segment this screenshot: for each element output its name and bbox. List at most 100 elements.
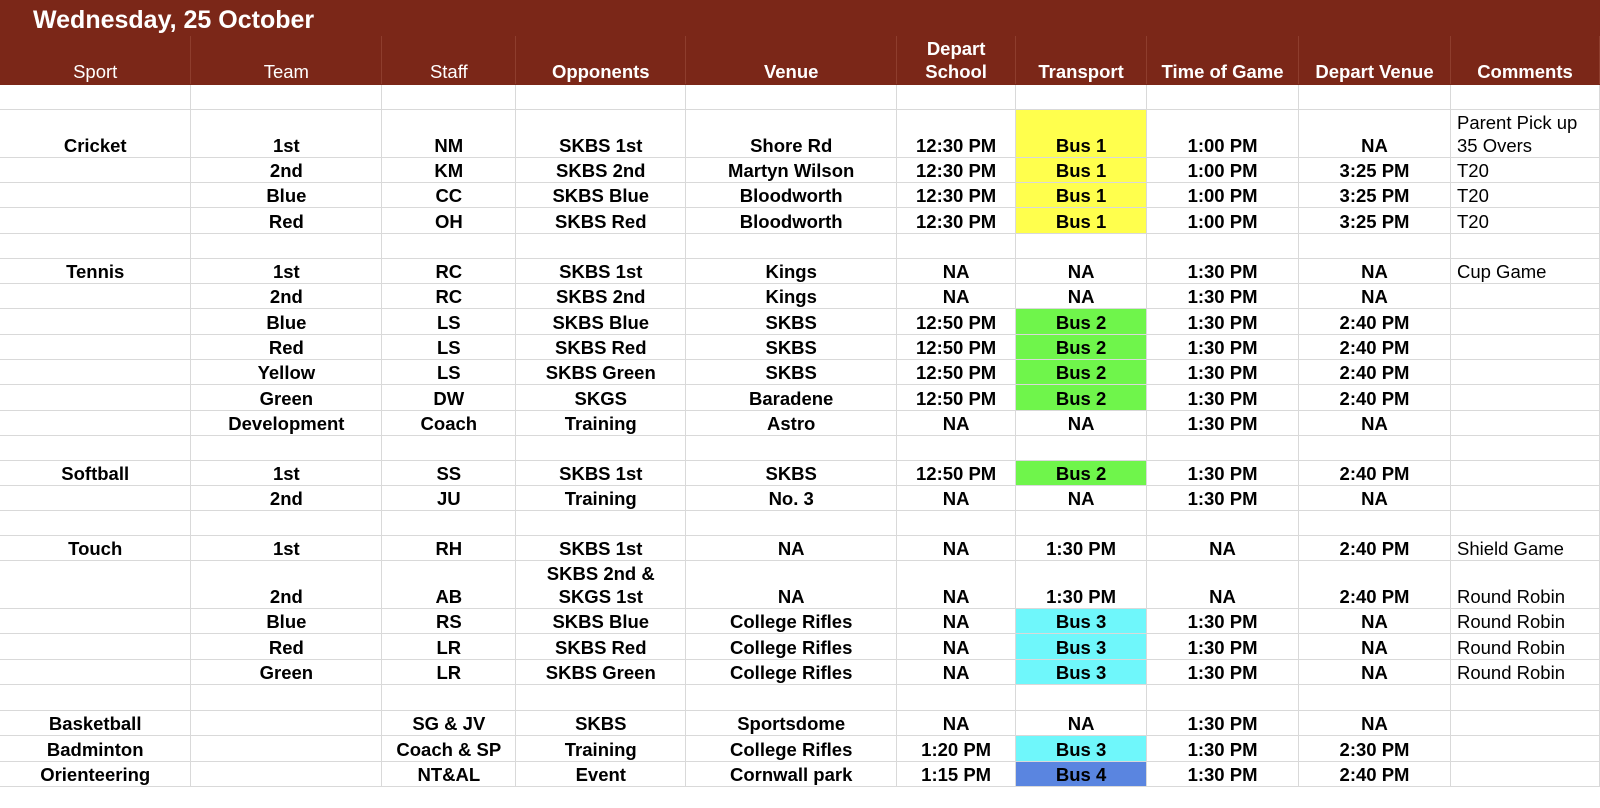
cell-comments[interactable]: Parent Pick up 35 Overs (1450, 109, 1600, 158)
cell-time-of-game[interactable]: 1:30 PM (1146, 283, 1300, 309)
cell-depart-venue[interactable]: NA (1298, 710, 1451, 736)
cell-transport[interactable]: Bus 4 (1015, 761, 1148, 787)
cell-depart-venue[interactable]: 3:25 PM (1298, 157, 1451, 183)
cell-time-of-game[interactable]: NA (1146, 535, 1300, 561)
cell-team[interactable]: Green (190, 659, 383, 685)
empty-cell[interactable] (1298, 684, 1451, 711)
empty-cell[interactable] (381, 233, 517, 259)
cell-opponents[interactable]: SKBS 1st (515, 258, 687, 284)
empty-cell[interactable] (515, 510, 687, 536)
cell-time-of-game[interactable]: 1:30 PM (1146, 410, 1300, 436)
cell-time-of-game[interactable]: 1:30 PM (1146, 460, 1300, 486)
cell-depart-venue[interactable]: 2:40 PM (1298, 334, 1451, 360)
cell-comments[interactable] (1450, 283, 1600, 309)
cell-sport[interactable] (0, 334, 192, 360)
header-comments[interactable]: Comments (1450, 36, 1600, 85)
cell-venue[interactable]: Bloodworth (685, 207, 898, 234)
empty-cell[interactable] (1146, 510, 1300, 536)
cell-time-of-game[interactable]: 1:30 PM (1146, 334, 1300, 360)
cell-team[interactable]: Yellow (190, 359, 383, 385)
header-sport[interactable]: Sport (0, 36, 192, 85)
empty-cell[interactable] (0, 233, 192, 259)
cell-comments[interactable]: T20 (1450, 157, 1600, 183)
cell-staff[interactable]: LS (381, 334, 517, 360)
cell-staff[interactable]: JU (381, 485, 517, 511)
cell-transport[interactable]: NA (1015, 710, 1148, 736)
cell-depart-school[interactable]: 12:50 PM (896, 384, 1017, 411)
cell-team[interactable]: Development (190, 410, 383, 436)
cell-sport[interactable] (0, 283, 192, 309)
cell-staff[interactable]: LS (381, 308, 517, 335)
cell-venue[interactable]: College Rifles (685, 735, 898, 762)
cell-time-of-game[interactable]: 1:30 PM (1146, 308, 1300, 335)
cell-staff[interactable]: LR (381, 659, 517, 685)
cell-transport[interactable]: Bus 2 (1015, 460, 1148, 486)
cell-staff[interactable]: Coach (381, 410, 517, 436)
cell-depart-school[interactable]: 12:30 PM (896, 109, 1017, 158)
cell-comments[interactable]: Round Robin (1450, 633, 1600, 660)
cell-sport[interactable]: Softball (0, 460, 192, 486)
cell-depart-venue[interactable]: NA (1298, 633, 1451, 660)
cell-venue[interactable]: Bloodworth (685, 182, 898, 208)
cell-opponents[interactable]: Training (515, 485, 687, 511)
cell-sport[interactable]: Badminton (0, 735, 192, 762)
cell-staff[interactable]: DW (381, 384, 517, 411)
empty-cell[interactable] (515, 435, 687, 461)
cell-sport[interactable]: Touch (0, 535, 192, 561)
cell-depart-school[interactable]: 12:50 PM (896, 334, 1017, 360)
cell-team[interactable] (190, 761, 383, 787)
cell-time-of-game[interactable]: 1:30 PM (1146, 735, 1300, 762)
cell-venue[interactable]: Martyn Wilson (685, 157, 898, 183)
cell-depart-venue[interactable]: 2:40 PM (1298, 560, 1451, 609)
cell-venue[interactable]: Kings (685, 283, 898, 309)
cell-team[interactable]: 1st (190, 109, 383, 158)
cell-venue[interactable]: College Rifles (685, 659, 898, 685)
cell-team[interactable]: 2nd (190, 283, 383, 309)
cell-depart-school[interactable]: 1:15 PM (896, 761, 1017, 787)
cell-depart-school[interactable]: NA (896, 283, 1017, 309)
cell-comments[interactable]: Shield Game (1450, 535, 1600, 561)
cell-team[interactable]: Blue (190, 308, 383, 335)
cell-venue[interactable]: SKBS (685, 359, 898, 385)
cell-depart-school[interactable]: 1:20 PM (896, 735, 1017, 762)
cell-depart-venue[interactable]: 2:40 PM (1298, 761, 1451, 787)
cell-venue[interactable]: No. 3 (685, 485, 898, 511)
cell-staff[interactable]: SS (381, 460, 517, 486)
cell-venue[interactable]: SKBS (685, 334, 898, 360)
cell-sport[interactable] (0, 633, 192, 660)
header-staff[interactable]: Staff (381, 36, 517, 85)
cell-depart-school[interactable]: 12:30 PM (896, 207, 1017, 234)
cell-staff[interactable]: RC (381, 258, 517, 284)
cell-comments[interactable] (1450, 761, 1600, 787)
empty-cell[interactable] (685, 510, 898, 536)
cell-depart-venue[interactable]: NA (1298, 485, 1451, 511)
cell-team[interactable]: Red (190, 207, 383, 234)
cell-depart-venue[interactable]: 3:25 PM (1298, 182, 1451, 208)
cell-transport[interactable]: NA (1015, 410, 1148, 436)
cell-comments[interactable] (1450, 334, 1600, 360)
cell-staff[interactable]: RC (381, 283, 517, 309)
cell-staff[interactable]: KM (381, 157, 517, 183)
cell-depart-school[interactable]: NA (896, 710, 1017, 736)
cell-comments[interactable] (1450, 710, 1600, 736)
cell-team[interactable] (190, 710, 383, 736)
cell-sport[interactable] (0, 359, 192, 385)
cell-opponents[interactable]: SKBS Blue (515, 182, 687, 208)
header-team[interactable]: Team (190, 36, 383, 85)
empty-cell[interactable] (515, 233, 687, 259)
empty-cell[interactable] (1146, 684, 1300, 711)
empty-cell[interactable] (190, 684, 383, 711)
cell-opponents[interactable]: SKGS (515, 384, 687, 411)
cell-transport[interactable]: NA (1015, 283, 1148, 309)
cell-opponents[interactable]: SKBS 2nd & SKGS 1st (515, 560, 687, 609)
cell-time-of-game[interactable]: 1:30 PM (1146, 659, 1300, 685)
empty-cell[interactable] (1015, 435, 1148, 461)
cell-opponents[interactable]: SKBS Blue (515, 608, 687, 634)
cell-depart-school[interactable]: NA (896, 258, 1017, 284)
cell-opponents[interactable]: SKBS (515, 710, 687, 736)
cell-venue[interactable]: Sportsdome (685, 710, 898, 736)
empty-cell[interactable] (515, 684, 687, 711)
cell-opponents[interactable]: SKBS 1st (515, 535, 687, 561)
empty-cell[interactable] (1450, 684, 1600, 711)
cell-venue[interactable]: Cornwall park (685, 761, 898, 787)
